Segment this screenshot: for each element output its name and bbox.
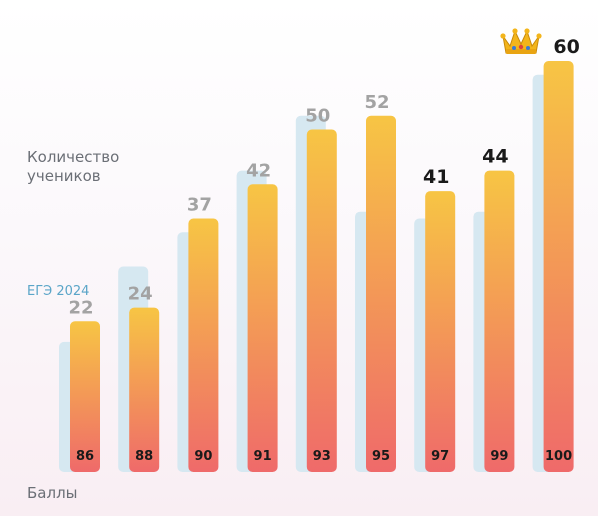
value-label: 24 (128, 284, 153, 305)
x-axis-label: Баллы (27, 484, 78, 502)
value-label: 60 (553, 36, 579, 58)
bar (247, 184, 278, 473)
bar (543, 61, 574, 472)
legend-label: ЕГЭ 2024 (27, 284, 90, 299)
bar (366, 115, 396, 473)
category-label: 97 (431, 449, 449, 464)
value-label: 50 (305, 106, 330, 127)
bar (188, 218, 219, 472)
value-label: 42 (246, 160, 271, 181)
category-label: 86 (76, 449, 94, 464)
bar (70, 321, 100, 472)
value-label: 41 (423, 166, 449, 188)
category-labels: 86 88 90 91 93 95 97 99 100 (76, 449, 572, 464)
main-bars (70, 61, 574, 473)
category-label: 93 (313, 449, 331, 464)
bar (425, 191, 456, 472)
value-label: 22 (68, 297, 93, 318)
category-label: 88 (135, 449, 153, 464)
value-label: 37 (187, 195, 212, 216)
category-label: 99 (490, 449, 508, 464)
category-label: 91 (254, 449, 272, 464)
value-label: 44 (482, 146, 508, 168)
y-axis-label: Количество учеников (27, 148, 120, 185)
crown-icon (500, 28, 542, 54)
bar (306, 129, 337, 472)
category-label: 100 (545, 449, 572, 464)
category-label: 95 (372, 449, 390, 464)
category-label: 90 (194, 449, 212, 464)
bar (484, 170, 515, 472)
bar (129, 307, 160, 472)
value-labels: 22 24 37 42 50 52 41 44 60 (68, 36, 579, 318)
value-label: 52 (364, 92, 389, 113)
